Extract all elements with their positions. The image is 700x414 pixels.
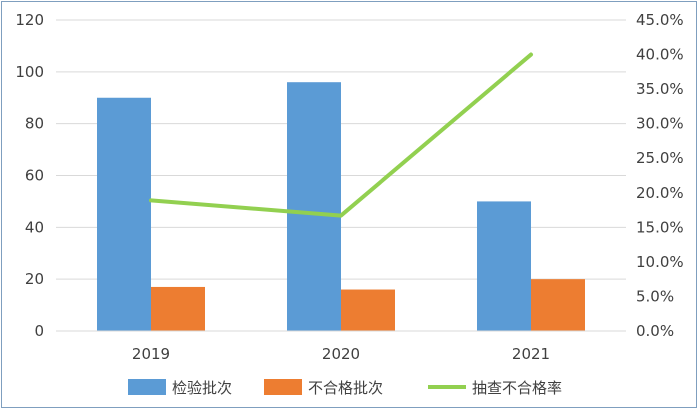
right-tick-label: 30.0% — [636, 115, 684, 133]
right-tick-label: 5.0% — [636, 287, 674, 305]
right-tick-label: 35.0% — [636, 80, 684, 98]
right-tick-label: 45.0% — [636, 11, 684, 29]
bars — [97, 82, 585, 331]
bar — [341, 289, 395, 331]
legend-swatch — [264, 379, 302, 395]
category-labels: 2019 2020 2021 — [132, 345, 550, 363]
legend-label: 抽查不合格率 — [472, 379, 562, 397]
left-tick-label: 0 — [34, 322, 44, 340]
right-tick-label: 25.0% — [636, 149, 684, 167]
legend-label: 检验批次 — [172, 379, 232, 397]
legend-swatch — [128, 379, 166, 395]
category-label: 2019 — [132, 345, 170, 363]
right-tick-label: 40.0% — [636, 46, 684, 64]
bar — [477, 201, 531, 331]
left-tick-label: 60 — [25, 167, 44, 185]
left-tick-label: 40 — [25, 218, 44, 236]
right-tick-label: 20.0% — [636, 184, 684, 202]
left-tick-label: 100 — [15, 63, 44, 81]
legend: 检验批次 不合格批次 抽查不合格率 — [128, 379, 562, 397]
bar — [97, 97, 151, 331]
chart-frame: 0 20 40 60 80 100 120 0.0% 5.0% 10.0% 15.0% 20.0% 2… — [1, 1, 697, 408]
right-tick-label: 15.0% — [636, 218, 684, 236]
category-label: 2021 — [512, 345, 550, 363]
left-tick-label: 20 — [25, 270, 44, 288]
bar — [151, 286, 205, 331]
right-tick-label: 10.0% — [636, 253, 684, 271]
right-axis-ticks: 0.0% 5.0% 10.0% 15.0% 20.0% 25.0% 30.0% 35.0% 40… — [636, 11, 684, 340]
bar — [531, 279, 585, 331]
left-tick-label: 120 — [15, 11, 44, 29]
left-axis-ticks: 0 20 40 60 80 100 120 — [15, 11, 44, 340]
series-line — [149, 52, 533, 218]
legend-label: 不合格批次 — [308, 379, 383, 397]
chart-svg: 0 20 40 60 80 100 120 0.0% 5.0% 10.0% 15.0% 20.0% 2… — [15, 11, 684, 397]
line-series — [149, 52, 533, 218]
bar — [287, 82, 341, 331]
left-tick-label: 80 — [25, 115, 44, 133]
category-label: 2020 — [322, 345, 360, 363]
right-tick-label: 0.0% — [636, 322, 674, 340]
